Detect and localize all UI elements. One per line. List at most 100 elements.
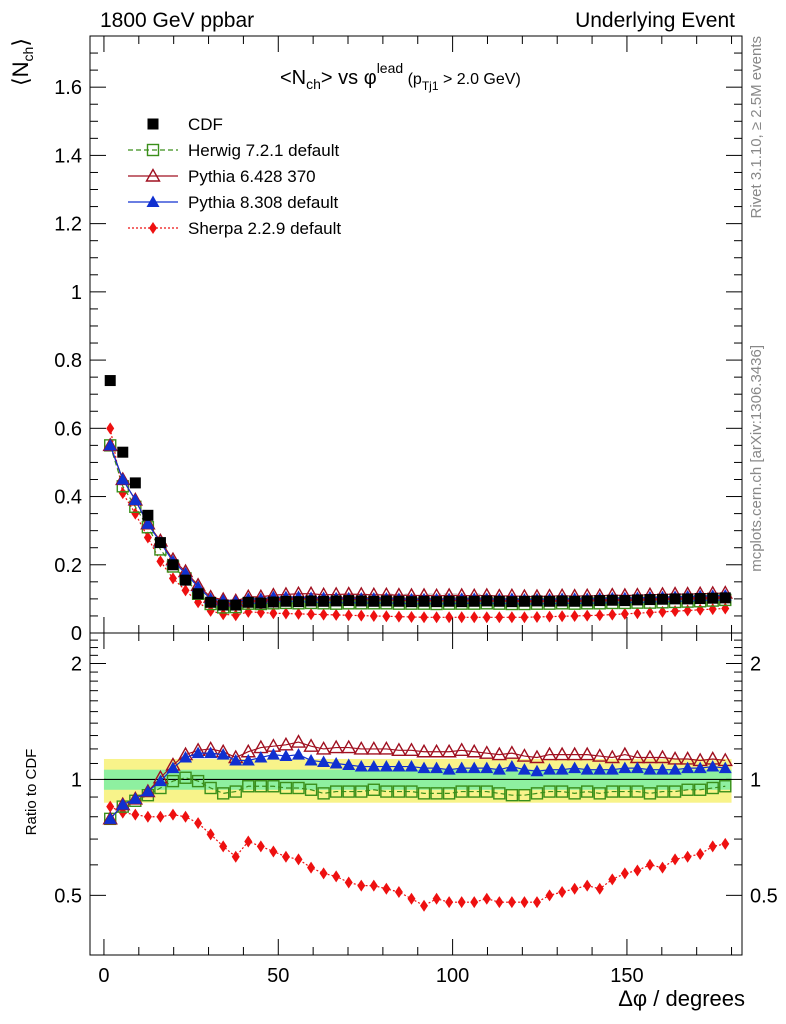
herwig-point bbox=[380, 785, 393, 798]
cdf-point bbox=[217, 599, 229, 611]
cdf-point bbox=[707, 592, 719, 604]
sherpa-point bbox=[156, 555, 165, 568]
pythia-point bbox=[593, 763, 607, 775]
pythia-point bbox=[367, 760, 381, 772]
sherpa-point bbox=[457, 611, 466, 624]
sherpa-point bbox=[683, 850, 692, 863]
main-ytick-label: 0.4 bbox=[54, 487, 82, 509]
main-panel: 00.20.40.60.811.21.41.6 CDF_2001_S475146… bbox=[8, 35, 743, 645]
sherpa-point bbox=[332, 608, 341, 621]
pythia-point bbox=[554, 746, 570, 761]
legend-label: Herwig 7.2.1 default bbox=[188, 141, 339, 160]
pythia-point bbox=[618, 761, 632, 774]
sherpa-point bbox=[106, 422, 115, 435]
pythia-point bbox=[341, 739, 357, 754]
sherpa-point bbox=[420, 899, 429, 912]
sherpa-point bbox=[319, 867, 328, 880]
sherpa-point bbox=[194, 817, 203, 830]
cdf-point bbox=[682, 593, 694, 605]
sherpa-point bbox=[143, 810, 152, 823]
cdf-point bbox=[518, 595, 530, 607]
cdf-point bbox=[644, 594, 656, 606]
pythia-point bbox=[467, 761, 481, 774]
pythia-point bbox=[642, 749, 658, 764]
sherpa-point bbox=[168, 808, 177, 821]
herwig-point bbox=[317, 787, 330, 800]
pythia-point bbox=[391, 742, 407, 757]
ratio-ytick-label: 1 bbox=[71, 769, 82, 791]
sherpa-point bbox=[595, 609, 604, 622]
pythia-line bbox=[109, 741, 726, 820]
herwig-point bbox=[254, 780, 268, 793]
cdf-point bbox=[669, 593, 681, 605]
herwig-point bbox=[267, 780, 280, 793]
sherpa-point bbox=[168, 572, 177, 585]
pythia-point bbox=[303, 738, 319, 752]
main-ytick-label: 1.6 bbox=[54, 77, 82, 99]
cdf-point bbox=[242, 596, 254, 608]
pythia-point bbox=[354, 760, 368, 772]
pythia-point bbox=[630, 761, 644, 774]
header-right: Underlying Event bbox=[575, 9, 735, 32]
sherpa-point bbox=[595, 882, 604, 895]
sherpa-point bbox=[156, 810, 165, 823]
herwig-point bbox=[468, 785, 481, 798]
cdf-point bbox=[355, 595, 367, 607]
main-ytick-label: 0 bbox=[71, 623, 82, 645]
pythia-point bbox=[643, 763, 657, 775]
herwig-point bbox=[405, 785, 418, 798]
sherpa-point bbox=[708, 840, 717, 853]
sherpa-point bbox=[721, 602, 730, 615]
pythia-point bbox=[579, 746, 595, 761]
pythia-point bbox=[504, 745, 520, 759]
herwig-point bbox=[417, 787, 431, 800]
pythia-point bbox=[378, 741, 395, 755]
sherpa-point bbox=[394, 886, 403, 899]
sherpa-point bbox=[558, 610, 567, 623]
cdf-point bbox=[418, 595, 430, 607]
pythia-point bbox=[543, 763, 557, 775]
sherpa-point bbox=[671, 853, 680, 866]
cdf-point bbox=[556, 595, 568, 607]
sherpa-point bbox=[281, 607, 290, 620]
pythia-point bbox=[116, 472, 130, 485]
sherpa-point bbox=[307, 861, 316, 874]
legend-marker-cdf bbox=[147, 118, 159, 130]
cdf-point bbox=[531, 595, 543, 607]
main-ytick-label: 0.6 bbox=[54, 418, 82, 440]
sherpa-point bbox=[219, 840, 228, 853]
sherpa-point bbox=[369, 609, 378, 622]
pythia-point bbox=[417, 761, 431, 774]
cdf-point bbox=[380, 595, 392, 607]
herwig-point bbox=[493, 787, 506, 800]
herwig-point bbox=[292, 781, 305, 795]
herwig-point bbox=[442, 787, 456, 800]
sherpa-point bbox=[532, 896, 541, 909]
sherpa-point bbox=[269, 607, 278, 620]
cdf-point bbox=[129, 477, 141, 489]
pythia-point bbox=[116, 798, 130, 810]
cdf-point bbox=[443, 595, 455, 607]
herwig-point bbox=[693, 783, 707, 796]
legend-marker-sherpa bbox=[149, 222, 157, 234]
pythia-point bbox=[453, 742, 470, 757]
sherpa-point bbox=[394, 610, 403, 623]
sherpa-point bbox=[407, 892, 416, 905]
sherpa-point bbox=[269, 845, 278, 858]
herwig-point bbox=[618, 785, 632, 798]
cdf-point bbox=[305, 595, 317, 607]
pythia-point bbox=[191, 746, 205, 759]
herwig-point bbox=[505, 788, 519, 802]
sherpa-point bbox=[281, 850, 290, 863]
pythia-point bbox=[442, 763, 456, 775]
cdf-point bbox=[230, 599, 242, 611]
herwig-point bbox=[580, 785, 594, 798]
sherpa-point bbox=[520, 896, 529, 909]
sherpa-point bbox=[507, 611, 516, 624]
ratio-ytick-label-right: 0.5 bbox=[750, 885, 778, 907]
legend-label: Pythia 6.428 370 bbox=[188, 167, 316, 186]
pythia-point bbox=[266, 748, 280, 760]
mcplots-label: mcplots.cern.ch [arXiv:1306.3436] bbox=[748, 345, 765, 572]
herwig-point bbox=[668, 785, 682, 798]
